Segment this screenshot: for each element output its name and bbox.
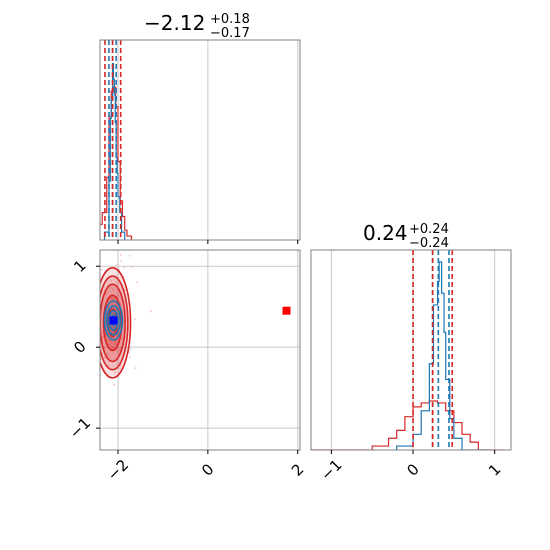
- joint-sample-point: [119, 302, 122, 305]
- param2-histograms: [311, 250, 503, 450]
- joint-sample-point: [130, 266, 133, 268]
- blue-square-marker: [109, 316, 118, 325]
- joint-sample-point: [101, 268, 104, 271]
- param1-title-minus: −0.17: [210, 26, 250, 41]
- joint-sample-point: [97, 319, 99, 321]
- joint-x-tick-label-2: 2: [288, 460, 307, 479]
- param2-x-tick-label-1: 0: [403, 460, 422, 479]
- joint-sample-point: [119, 347, 122, 350]
- joint-sample-point: [107, 222, 109, 224]
- series2-param1-histogram: [103, 63, 126, 240]
- param2-panel-frame: [310, 249, 512, 451]
- param2-title-minus: −0.24: [409, 236, 449, 251]
- series2-param2-histogram: [396, 261, 487, 450]
- param2-x-tick-label-2: 1: [485, 460, 504, 479]
- joint-sample-point: [114, 342, 117, 345]
- joint-sample-point: [121, 330, 124, 332]
- param1-title-plus: +0.18: [210, 12, 250, 27]
- joint-sample-point: [119, 253, 122, 256]
- joint-sample-point: [113, 383, 115, 386]
- joint-sample-point: [115, 343, 118, 346]
- joint-sample-point: [115, 281, 118, 283]
- joint-sample-point: [116, 295, 119, 298]
- joint-sample-point: [93, 270, 95, 272]
- joint-sample-point: [107, 343, 110, 346]
- joint-y-tick-label-0: −1: [66, 414, 94, 442]
- param2-ticks: [330, 450, 496, 454]
- joint-sample-point: [121, 338, 123, 341]
- joint-sample-point: [129, 356, 131, 359]
- joint-sample-point: [119, 367, 121, 370]
- joint-sample-point: [128, 254, 131, 257]
- joint-sample-point: [115, 309, 118, 312]
- joint-sample-point: [119, 364, 122, 367]
- param1-panel-frame: [99, 39, 301, 241]
- param2-title-median: 0.24: [363, 221, 408, 245]
- joint-sample-point: [97, 361, 99, 363]
- joint-sample-point: [111, 346, 113, 348]
- param1-title: −2.12 +0.18 −0.17: [144, 11, 250, 41]
- joint-sample-point: [110, 280, 113, 282]
- joint-sample-point: [110, 297, 113, 299]
- param1-gridlines: [117, 40, 299, 240]
- param1-title-median: −2.12: [144, 11, 205, 35]
- red-square-marker: [282, 306, 291, 315]
- joint-sample-point: [113, 340, 116, 343]
- param1-histograms: [100, 40, 133, 240]
- joint-sample-point: [134, 318, 136, 321]
- joint-sample-point: [129, 348, 132, 351]
- joint-sample-point: [123, 266, 125, 269]
- joint-sample-point: [150, 310, 152, 313]
- joint-y-tick-label-1: 0: [70, 337, 89, 356]
- joint-sample-point: [101, 336, 104, 339]
- joint-sample-point: [101, 331, 104, 334]
- joint-sample-point: [116, 263, 119, 266]
- param1-histogram-panel: [99, 39, 301, 244]
- joint-gridlines: [100, 250, 300, 450]
- joint-contours: [91, 222, 291, 386]
- joint-x-tick-label-1: 0: [198, 460, 217, 479]
- joint-y-tick-label-2: 1: [70, 256, 89, 275]
- joint-sample-point: [124, 289, 126, 291]
- joint-sample-point: [134, 367, 137, 370]
- joint-sample-point: [102, 335, 105, 338]
- joint-sample-point: [103, 356, 106, 359]
- param1-ticks: [117, 240, 299, 244]
- joint-sample-point: [91, 234, 93, 236]
- param2-x-tick-label-0: −1: [317, 456, 345, 484]
- joint-sample-point: [117, 349, 120, 351]
- joint-sample-point: [93, 368, 95, 370]
- joint-sample-point: [113, 371, 116, 374]
- joint-sample-point: [112, 288, 114, 291]
- joint-sample-point: [111, 347, 114, 350]
- joint-sample-point: [101, 318, 103, 321]
- joint-sample-point: [115, 304, 118, 307]
- joint-sample-point: [109, 298, 112, 300]
- joint-scatter-panel: [91, 222, 301, 454]
- param2-histogram-panel: [310, 249, 512, 454]
- joint-sample-point: [107, 353, 109, 356]
- joint-sample-point: [117, 282, 120, 285]
- joint-sample-point: [112, 298, 115, 300]
- series1-param2-histogram: [311, 400, 503, 450]
- joint-x-tick-label-0: −2: [104, 456, 132, 484]
- param2-title-plus: +0.24: [409, 222, 449, 237]
- joint-sample-point: [136, 281, 138, 284]
- joint-sample-point: [107, 364, 110, 367]
- joint-sample-point: [120, 259, 122, 262]
- joint-panel-frame: [99, 249, 301, 451]
- joint-sample-point: [109, 340, 112, 343]
- param2-title: 0.24 +0.24 −0.24: [363, 221, 449, 251]
- joint-ticks: [96, 265, 299, 454]
- joint-sample-point: [105, 292, 108, 295]
